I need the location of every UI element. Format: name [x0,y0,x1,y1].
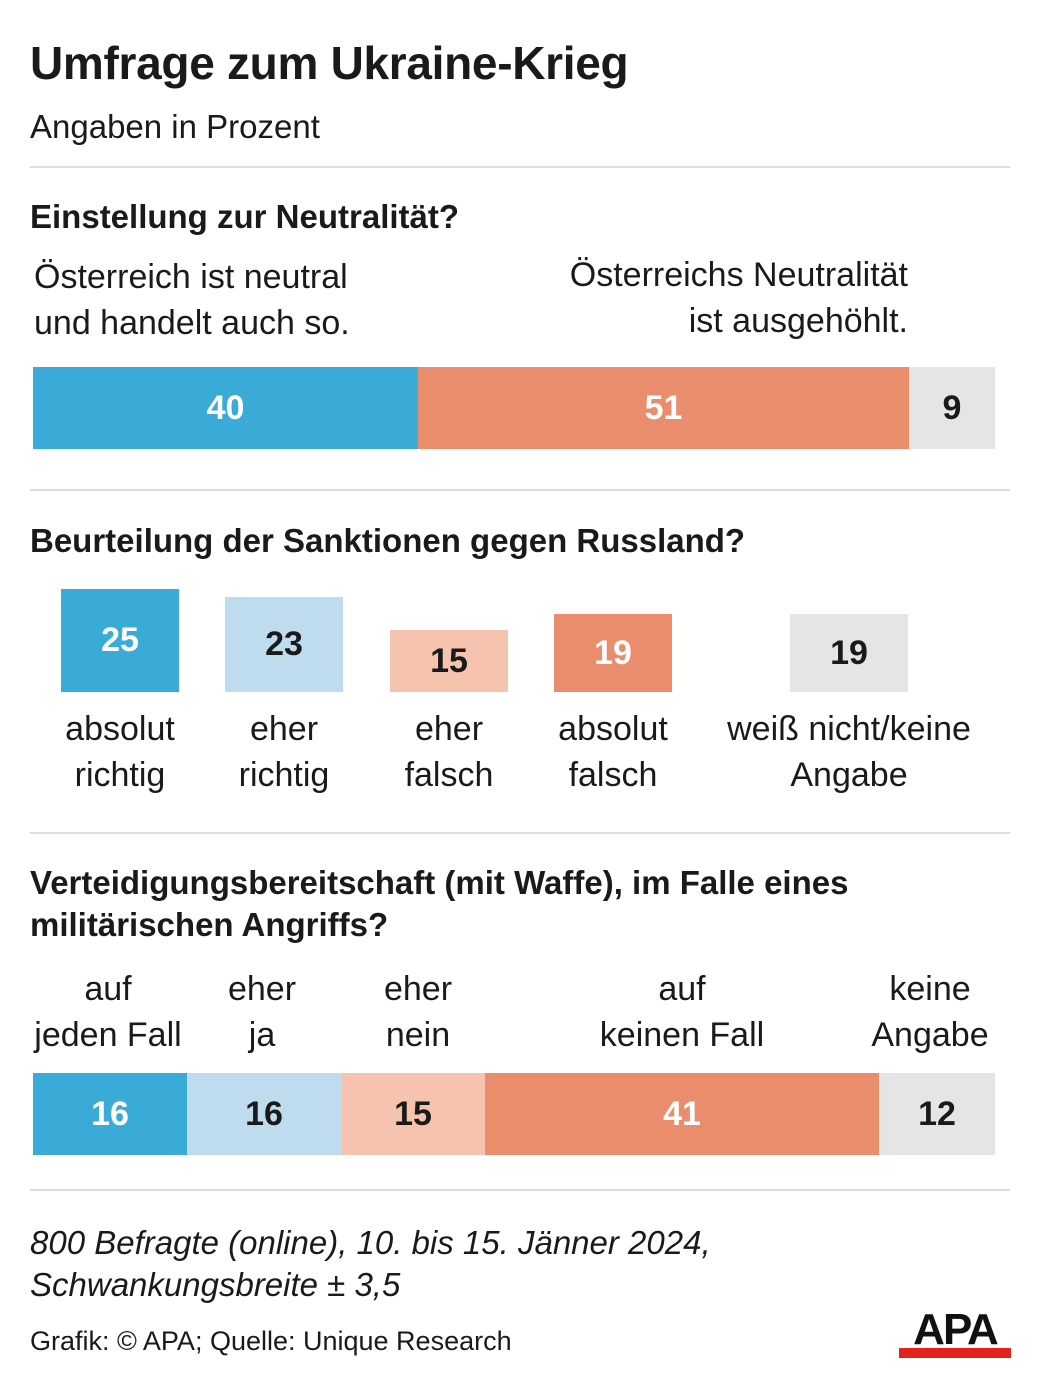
survey-note-margin: Schwankungsbreite ± 3,5 [30,1266,401,1303]
chart-3-category-label: auf keinen Fall [562,966,802,1058]
chart-3-category-label-line: keinen Fall [599,1016,765,1054]
chart-3-category-label-line: eher [383,970,453,1008]
chart-1-value-label: 40 [206,388,245,427]
chart-3-value-label: 16 [245,1094,283,1133]
chart-2-value-label: 15 [430,641,468,680]
chart-3-category-label-line: nein [385,1016,451,1054]
chart-1-value-label: 51 [644,388,683,427]
chart-3-title: Verteidigungsbereitschaft (mit Waffe), i… [30,864,849,943]
divider [30,1189,1010,1191]
chart-2-category-label-line: weiß nicht/keine [727,710,971,748]
apa-logo-text: APA [913,1306,998,1354]
chart-2-category-label-line: falsch [404,756,494,794]
chart-3-category-label-line: jeden Fall [34,1016,182,1054]
chart-2-value-label: 23 [265,625,303,663]
divider [30,166,1010,168]
page-subtitle: Angaben in Prozent [30,108,320,145]
chart-3-stacked-bar: 16 16 15 41 12 [33,1073,995,1155]
chart-2-bar: 19 [790,614,908,692]
divider [30,832,1010,834]
chart-2-category-label-line: eher [414,710,484,748]
chart-2-value-label: 25 [101,621,139,659]
chart-2-category-label: absolut falsch [473,706,753,798]
chart-3-category-label-line: Angabe [871,1016,989,1054]
chart-2-bar: 19 [554,614,672,692]
chart-1-segment: 9 [909,367,995,449]
chart-3-category-label: keine Angabe [810,966,1039,1058]
chart-2-category-label-line: eher [249,710,319,748]
chart-1-segment: 51 [418,367,909,449]
chart-1-value-label: 9 [942,388,962,427]
chart-1-category-label-line: und handelt auch so. [34,304,350,342]
chart-3-segment: 12 [879,1073,995,1155]
chart-3-value-label: 41 [663,1094,701,1133]
chart-3-category-label-line: eher [227,970,297,1008]
chart-2-bar: 23 [225,597,343,692]
survey-note: 800 Befragte (online), 10. bis 15. Jänne… [30,1224,711,1261]
chart-2-title: Beurteilung der Sanktionen gegen Russlan… [30,522,746,559]
chart-2-category-label: eher richtig [144,706,424,798]
chart-3-category-label-line: auf [658,970,706,1008]
chart-2-category-label: eher falsch [309,706,589,798]
chart-1-category-label-line: Österreich ist neutral [34,258,348,296]
chart-3-segment: 15 [341,1073,485,1155]
chart-3-category-label-line: auf [84,970,132,1008]
chart-1-category-label-0: Österreich ist neutral und handelt auch … [34,254,350,346]
chart-1-title: Einstellung zur Neutralität? [30,198,460,235]
chart-3-segment: 41 [485,1073,879,1155]
chart-2-category-label: absolut richtig [0,706,260,798]
chart-3-value-label: 15 [394,1094,432,1133]
apa-logo: APA [899,1306,1011,1358]
chart-3-value-label: 12 [918,1094,956,1133]
chart-3-segment: 16 [187,1073,341,1155]
page-title: Umfrage zum Ukraine-Krieg [30,37,629,89]
chart-2-category-label-line: richtig [238,756,330,794]
chart-2-category-label-line: absolut [65,710,175,748]
chart-2-category-label-line: falsch [568,756,658,794]
chart-2-value-label: 19 [594,633,632,672]
chart-1-category-label-1: Österreichs Neutralität ist ausgehöhlt. [570,252,908,344]
chart-2-category-label: weiß nicht/keine Angabe [709,706,989,798]
chart-3-segment: 16 [33,1073,187,1155]
chart-2-category-label-line: Angabe [790,756,908,794]
chart-3-category-label-line: ja [248,1016,276,1054]
chart-3-value-label: 16 [91,1094,129,1133]
chart-2-category-label-line: richtig [74,756,166,794]
chart-2-category-label-line: absolut [558,710,668,748]
chart-1-stacked-bar: 40 51 9 [33,367,995,449]
source-credit: Grafik: © APA; Quelle: Unique Research [30,1326,512,1356]
chart-3-category-label: eher nein [298,966,538,1058]
chart-1-segment: 40 [33,367,418,449]
apa-logo-bar [899,1348,1011,1358]
divider [30,489,1010,491]
chart-3-category-label: auf jeden Fall [0,966,228,1058]
chart-1-category-label-line: Österreichs Neutralität [569,256,908,294]
chart-3-category-label: eher ja [142,966,382,1058]
chart-2-bar: 15 [390,630,508,692]
chart-2-bar: 25 [61,589,179,692]
chart-3-category-label-line: keine [889,970,971,1008]
chart-1-category-label-line: ist ausgehöhlt. [688,302,908,340]
chart-2-value-label: 19 [830,633,868,672]
